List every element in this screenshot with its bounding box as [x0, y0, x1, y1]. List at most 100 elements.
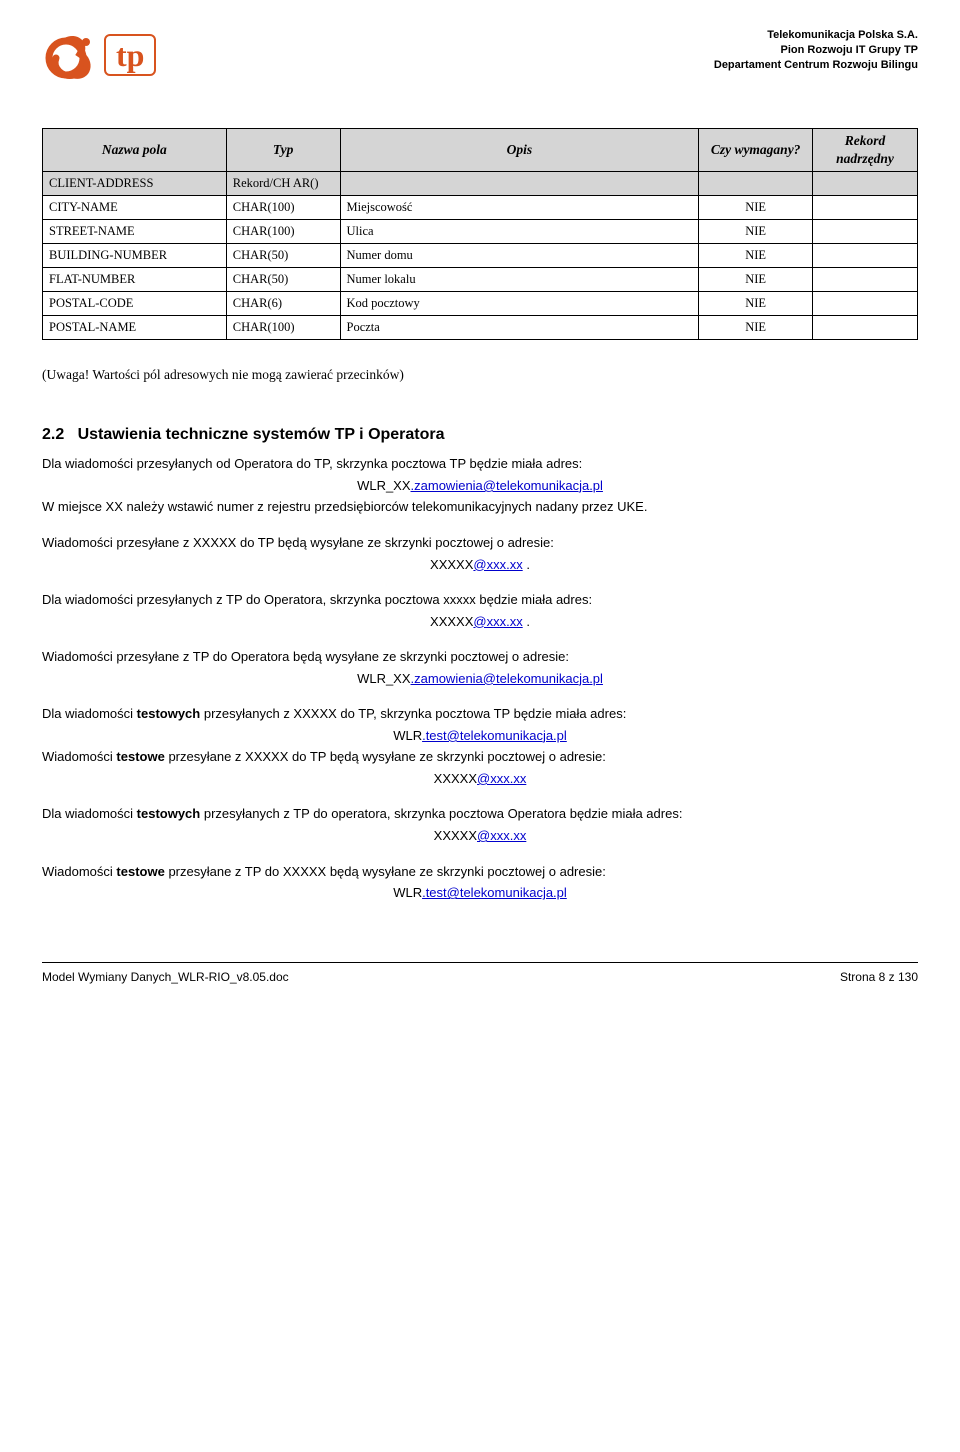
bold-testowych: testowych — [137, 706, 201, 721]
page-header: tp Telekomunikacja Polska S.A. Pion Rozw… — [42, 28, 918, 82]
para1: Dla wiadomości przesyłanych od Operatora… — [42, 455, 918, 473]
cell-desc: Numer lokalu — [340, 267, 699, 291]
cell-parent — [813, 244, 918, 268]
cell-parent — [813, 172, 918, 196]
para3: Dla wiadomości przesyłanych z TP do Oper… — [42, 591, 918, 609]
section-title: Ustawienia techniczne systemów TP i Oper… — [78, 426, 445, 443]
cell-req: NIE — [699, 267, 813, 291]
bold-testowych: testowych — [137, 806, 201, 821]
logo: tp — [42, 28, 156, 82]
table-row: POSTAL-NAME CHAR(100) Poczta NIE — [43, 315, 918, 339]
para4-link: WLR_XX.zamowienia@telekomunikacja.pl — [42, 670, 918, 688]
cell-type: CHAR(100) — [226, 196, 340, 220]
para-block-1: Dla wiadomości przesyłanych od Operatora… — [42, 455, 918, 516]
table-row: STREET-NAME CHAR(100) Ulica NIE — [43, 220, 918, 244]
table-row: FLAT-NUMBER CHAR(50) Numer lokalu NIE — [43, 267, 918, 291]
para-block-2: Wiadomości przesyłane z XXXXX do TP będą… — [42, 534, 918, 573]
cell-name: POSTAL-CODE — [43, 291, 227, 315]
fields-table: Nazwa pola Typ Opis Czy wymagany? Rekord… — [42, 128, 918, 340]
para5: Dla wiadomości testowych przesyłanych z … — [42, 705, 918, 723]
para7-link: XXXXX@xxx.xx — [42, 827, 918, 845]
link-prefix: XXXXX — [434, 828, 477, 843]
para6-link: XXXXX@xxx.xx — [42, 770, 918, 788]
para-block-5: Dla wiadomości testowych przesyłanych z … — [42, 705, 918, 787]
cell-desc: Kod pocztowy — [340, 291, 699, 315]
cell-type: CHAR(50) — [226, 244, 340, 268]
link-after: . — [523, 557, 530, 572]
col-typ: Typ — [226, 129, 340, 172]
link-after: . — [523, 614, 530, 629]
link-prefix: XXXXX — [430, 614, 473, 629]
para7-post: przesyłanych z TP do operatora, skrzynka… — [200, 806, 682, 821]
para1-link: WLR_XX.zamowienia@telekomunikacja.pl — [42, 477, 918, 495]
cell-desc: Numer domu — [340, 244, 699, 268]
cell-name: FLAT-NUMBER — [43, 267, 227, 291]
table-row: BUILDING-NUMBER CHAR(50) Numer domu NIE — [43, 244, 918, 268]
para-block-8: Wiadomości testowe przesyłane z TP do XX… — [42, 863, 918, 902]
cell-parent — [813, 291, 918, 315]
cell-type: CHAR(100) — [226, 315, 340, 339]
email-link[interactable]: .test@telekomunikacja.pl — [422, 728, 567, 743]
link-prefix: WLR_XX — [357, 478, 410, 493]
col-nazwa: Nazwa pola — [43, 129, 227, 172]
division-name: Pion Rozwoju IT Grupy TP — [714, 43, 918, 58]
para-block-7: Dla wiadomości testowych przesyłanych z … — [42, 805, 918, 844]
ampersand-icon — [42, 28, 96, 82]
para5-link: WLR.test@telekomunikacja.pl — [42, 727, 918, 745]
email-link[interactable]: @xxx.xx — [477, 771, 526, 786]
para-block-3: Dla wiadomości przesyłanych z TP do Oper… — [42, 591, 918, 630]
bold-testowe: testowe — [116, 864, 164, 879]
link-prefix: XXXXX — [434, 771, 477, 786]
section-heading: 2.2 Ustawienia techniczne systemów TP i … — [42, 424, 918, 446]
company-name: Telekomunikacja Polska S.A. — [714, 28, 918, 43]
para8: Wiadomości testowe przesyłane z TP do XX… — [42, 863, 918, 881]
col-opis: Opis — [340, 129, 699, 172]
para7: Dla wiadomości testowych przesyłanych z … — [42, 805, 918, 823]
email-link[interactable]: @xxx.xx — [473, 614, 522, 629]
cell-parent — [813, 315, 918, 339]
cell-desc: Ulica — [340, 220, 699, 244]
department-name: Departament Centrum Rozwoju Bilingu — [714, 58, 918, 73]
cell-parent — [813, 220, 918, 244]
cell-req — [699, 172, 813, 196]
link-prefix: WLR — [393, 728, 422, 743]
cell-req: NIE — [699, 196, 813, 220]
cell-name: STREET-NAME — [43, 220, 227, 244]
para8-pre: Wiadomości — [42, 864, 116, 879]
cell-desc: Poczta — [340, 315, 699, 339]
cell-desc — [340, 172, 699, 196]
email-link[interactable]: .zamowienia@telekomunikacja.pl — [411, 671, 603, 686]
email-link[interactable]: .test@telekomunikacja.pl — [422, 885, 567, 900]
email-link[interactable]: @xxx.xx — [477, 828, 526, 843]
email-link[interactable]: @xxx.xx — [473, 557, 522, 572]
cell-name: POSTAL-NAME — [43, 315, 227, 339]
para2: Wiadomości przesyłane z XXXXX do TP będą… — [42, 534, 918, 552]
link-prefix: WLR — [393, 885, 422, 900]
para8-post: przesyłane z TP do XXXXX będą wysyłane z… — [165, 864, 606, 879]
col-rekord: Rekord nadrzędny — [813, 129, 918, 172]
para6-post: przesyłane z XXXXX do TP będą wysyłane z… — [165, 749, 606, 764]
cell-req: NIE — [699, 244, 813, 268]
note-text: (Uwaga! Wartości pól adresowych nie mogą… — [42, 366, 918, 384]
para5-pre: Dla wiadomości — [42, 706, 137, 721]
col-wymagany: Czy wymagany? — [699, 129, 813, 172]
para5-post: przesyłanych z XXXXX do TP, skrzynka poc… — [200, 706, 626, 721]
cell-type: CHAR(6) — [226, 291, 340, 315]
cell-req: NIE — [699, 315, 813, 339]
para6-pre: Wiadomości — [42, 749, 116, 764]
para4: Wiadomości przesyłane z TP do Operatora … — [42, 648, 918, 666]
cell-req: NIE — [699, 291, 813, 315]
email-link[interactable]: .zamowienia@telekomunikacja.pl — [411, 478, 603, 493]
link-prefix: XXXXX — [430, 557, 473, 572]
cell-parent — [813, 267, 918, 291]
cell-desc: Miejscowość — [340, 196, 699, 220]
cell-type: CHAR(50) — [226, 267, 340, 291]
cell-parent — [813, 196, 918, 220]
logo-tp: tp — [104, 34, 156, 76]
para1b: W miejsce XX należy wstawić numer z reje… — [42, 498, 918, 516]
link-prefix: WLR_XX — [357, 671, 410, 686]
cell-req: NIE — [699, 220, 813, 244]
cell-name: CLIENT-ADDRESS — [43, 172, 227, 196]
cell-type: Rekord/CH AR() — [226, 172, 340, 196]
section-number: 2.2 — [42, 426, 64, 443]
